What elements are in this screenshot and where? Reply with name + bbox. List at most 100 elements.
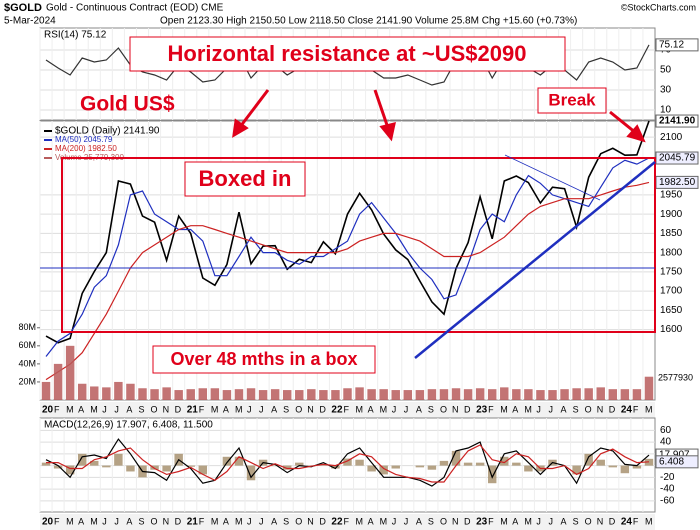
bar bbox=[331, 465, 340, 469]
annotation: Gold US$ bbox=[80, 93, 175, 116]
bar bbox=[102, 465, 111, 468]
bar bbox=[524, 389, 533, 400]
x-tick-label: A bbox=[368, 516, 374, 526]
x-tick-label: M bbox=[211, 516, 219, 526]
bar bbox=[427, 389, 437, 400]
bar bbox=[41, 381, 51, 400]
x-tick-label: J bbox=[536, 404, 541, 414]
bar bbox=[379, 389, 388, 400]
x-tick-label: A bbox=[416, 516, 422, 526]
value-flag-label: 1982.50 bbox=[659, 177, 696, 188]
bar bbox=[102, 387, 111, 400]
bar bbox=[355, 459, 364, 466]
bar bbox=[439, 389, 449, 400]
bar bbox=[475, 388, 485, 400]
x-tick-label: M bbox=[356, 404, 364, 414]
legend-label: $GOLD (Daily) 2141.90 bbox=[55, 126, 160, 137]
x-tick-label: O bbox=[151, 404, 158, 414]
bar bbox=[174, 390, 183, 400]
bar bbox=[620, 465, 630, 474]
legend-label: MA(200) 1982.50 bbox=[55, 144, 117, 153]
bar bbox=[391, 465, 400, 469]
bar bbox=[77, 383, 87, 400]
annotation-box bbox=[152, 345, 376, 374]
bar bbox=[500, 456, 509, 466]
x-tick-label: N bbox=[452, 404, 459, 414]
annotation: Horizontal resistance at ~US$2090 bbox=[168, 41, 527, 66]
bar bbox=[126, 465, 135, 472]
bar bbox=[463, 462, 473, 466]
credit: ©StockCharts.com bbox=[621, 2, 696, 12]
x-tick-label: N bbox=[452, 516, 459, 526]
x-tick-label: S bbox=[573, 516, 579, 526]
bar bbox=[222, 390, 232, 400]
y-tick-label: -40 bbox=[660, 484, 675, 495]
bar bbox=[270, 389, 280, 400]
x-tick-label: O bbox=[585, 404, 592, 414]
x-tick-label: A bbox=[223, 404, 229, 414]
bar bbox=[126, 383, 135, 400]
x-tick-label: O bbox=[585, 516, 592, 526]
y-tick-label: 1650 bbox=[660, 305, 683, 316]
bar bbox=[512, 389, 521, 400]
bar bbox=[379, 465, 388, 475]
x-tick-label: J bbox=[548, 404, 553, 414]
bar bbox=[65, 465, 75, 475]
x-tick-label: M bbox=[66, 404, 74, 414]
y-tick-label: 1850 bbox=[660, 228, 683, 239]
x-tick-label: D bbox=[609, 516, 616, 526]
y-tick-label: 1950 bbox=[660, 190, 683, 201]
value-flag-label: 17.907 bbox=[659, 450, 690, 461]
x-tick-label: J bbox=[102, 404, 107, 414]
bar bbox=[65, 345, 75, 400]
bar bbox=[367, 389, 376, 400]
annotation: Boxed in bbox=[199, 166, 292, 191]
y2-tick-label: 20M bbox=[18, 376, 36, 386]
x-tick-label: M bbox=[90, 516, 98, 526]
x-tick-label: A bbox=[561, 404, 567, 414]
bar bbox=[258, 390, 268, 400]
bar bbox=[403, 390, 413, 400]
bar bbox=[282, 390, 292, 400]
x-tick-label: F bbox=[54, 404, 60, 414]
bar bbox=[295, 462, 304, 466]
box-outline bbox=[61, 157, 656, 333]
x-tick-label: N bbox=[597, 404, 604, 414]
x-tick-label: J bbox=[536, 516, 541, 526]
x-tick-label: D bbox=[175, 516, 182, 526]
x-tick-label: M bbox=[66, 516, 74, 526]
y-tick-label: 10 bbox=[660, 105, 672, 116]
x-tick-label: O bbox=[295, 516, 302, 526]
value-flag-label: 2141.90 bbox=[659, 116, 696, 127]
value-flag-label: 6.408 bbox=[659, 456, 684, 467]
x-tick-label: J bbox=[247, 516, 252, 526]
x-tick-label: M bbox=[524, 516, 532, 526]
x-tick-label: S bbox=[283, 516, 289, 526]
bar bbox=[355, 387, 364, 400]
x-tick-label: M bbox=[500, 516, 508, 526]
bar bbox=[295, 390, 304, 400]
x-tick-label: M bbox=[380, 516, 388, 526]
panel-title: MACD(12,26,9) 17.907, 6.408, 11.500 bbox=[44, 420, 213, 431]
x-tick-label: D bbox=[464, 516, 471, 526]
bar bbox=[270, 465, 280, 467]
value-flag bbox=[655, 38, 699, 52]
x-tick-label: O bbox=[440, 404, 447, 414]
bar bbox=[186, 465, 195, 467]
bar bbox=[150, 389, 159, 400]
x-tick-label: J bbox=[404, 404, 409, 414]
x-tick-label: D bbox=[609, 404, 616, 414]
y2-tick-label: 60M bbox=[18, 340, 36, 350]
bar bbox=[53, 465, 63, 469]
annotation-box bbox=[129, 36, 566, 72]
bar bbox=[500, 387, 509, 400]
y-tick-label: 1800 bbox=[660, 247, 683, 258]
bar bbox=[620, 389, 630, 400]
bar bbox=[632, 389, 642, 400]
x-tick-label: S bbox=[573, 404, 579, 414]
x-tick-label: M bbox=[500, 404, 508, 414]
bar bbox=[210, 388, 220, 400]
bar bbox=[487, 465, 497, 484]
value-flag-label: 75.12 bbox=[659, 40, 684, 51]
bar bbox=[512, 462, 521, 466]
